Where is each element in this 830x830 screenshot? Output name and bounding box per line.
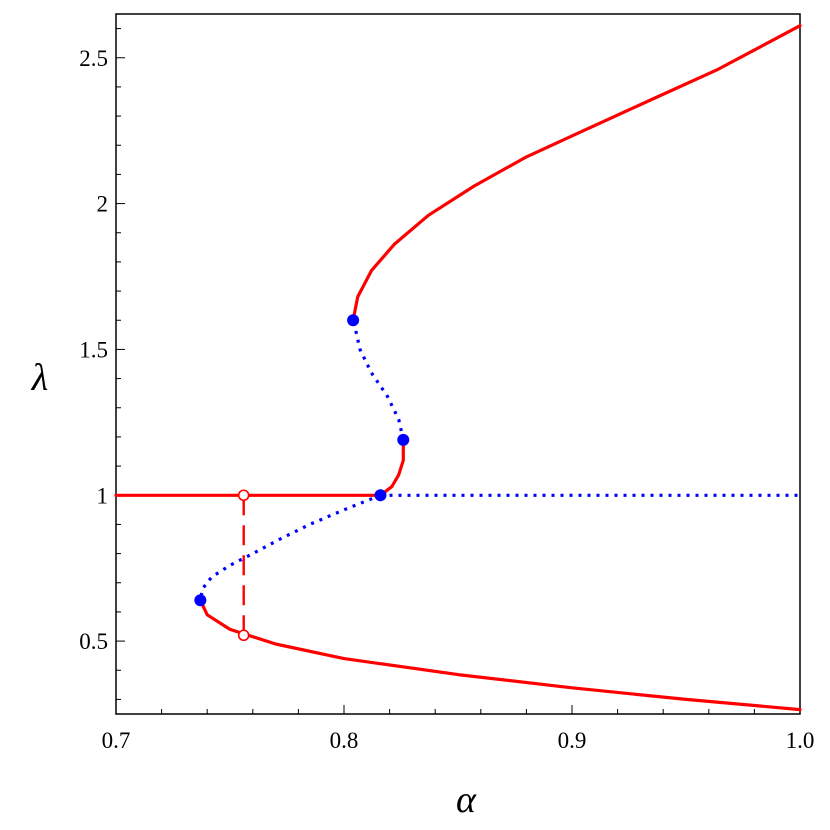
x-tick-label: 0.8	[330, 728, 359, 753]
open-circle-marker-4	[237, 489, 250, 502]
y-axis-title: λ	[31, 357, 48, 399]
x-tick-label: 0.9	[558, 728, 587, 753]
y-tick-label: 0.5	[79, 629, 108, 654]
series-solid-6	[198, 598, 802, 712]
bifurcation-point-1	[397, 433, 410, 446]
series-dotted-5	[198, 493, 382, 601]
open-circle-marker-5	[237, 629, 250, 642]
series-dotted-3	[351, 319, 405, 441]
bifurcation-markers	[194, 314, 410, 642]
axis-ticks: 0.7 0.8 0.9 1.0 0.5 1 1.5 2 2.5	[79, 28, 815, 753]
plot-frame	[115, 13, 801, 715]
series-solid-4	[351, 24, 802, 322]
y-tick-label: 1.5	[79, 337, 108, 362]
x-axis-title: α	[456, 779, 477, 821]
x-tick-label: 0.7	[102, 728, 131, 753]
x-tick-label: 1.0	[786, 728, 815, 753]
bifurcation-point-2	[374, 489, 387, 502]
y-tick-label: 2	[97, 192, 109, 217]
y-tick-label: 1	[97, 483, 109, 508]
curve-series	[114, 24, 802, 712]
bifurcation-point-3	[194, 594, 207, 607]
y-tick-label: 2.5	[79, 46, 108, 71]
bifurcation-point-0	[347, 314, 360, 327]
series-solid-2	[378, 438, 405, 497]
